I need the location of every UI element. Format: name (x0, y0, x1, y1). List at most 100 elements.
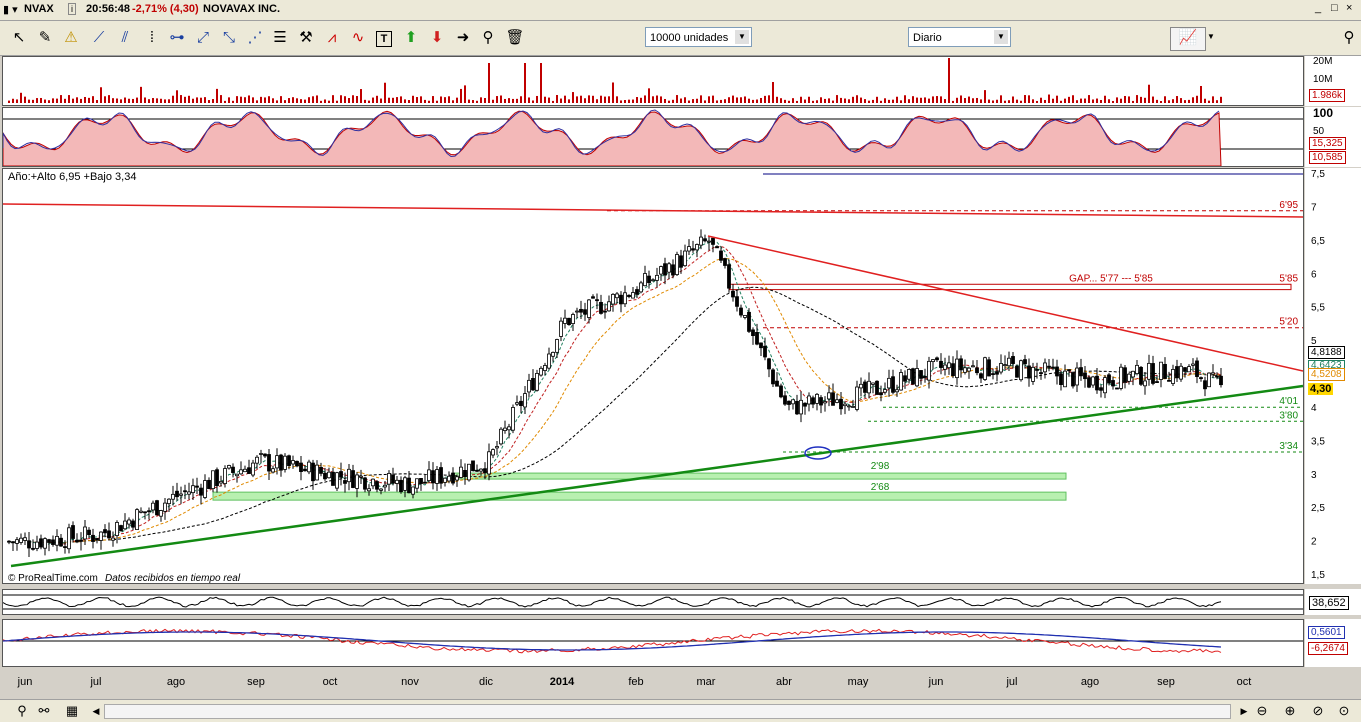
volume-bar (552, 100, 554, 103)
volume-bar (444, 97, 446, 103)
text-icon[interactable]: T (376, 31, 392, 47)
candle-body (291, 460, 295, 465)
volume-bar (988, 99, 990, 103)
price-panel[interactable]: 6'95 5'85 GAP... 5'77 --- 5'85 5'20 4'01 3'80… (2, 168, 1304, 584)
units-select[interactable]: 10000 unidades ▼ (645, 27, 752, 47)
zigzag-icon[interactable]: ⩘ (327, 29, 337, 46)
channel-icon[interactable]: ⤡ (222, 29, 235, 46)
period-select[interactable]: Diario ▼ (908, 27, 1011, 47)
symbol-label[interactable]: NVAX (24, 3, 54, 15)
volume-bar (424, 99, 426, 103)
candle-body (867, 380, 871, 394)
volume-bar (704, 100, 706, 103)
volume-bar (980, 99, 982, 103)
menu-icon[interactable]: ▮ ▾ (3, 4, 18, 16)
alarm-icon[interactable]: ⚠ (64, 29, 78, 46)
candle-body (539, 367, 543, 376)
volume-bar (884, 98, 886, 103)
chart-style-icon[interactable]: 📈 (1170, 27, 1206, 51)
volume-bar (124, 97, 126, 103)
volume-bar (548, 97, 550, 103)
wave-icon[interactable]: ∿ (351, 29, 365, 46)
time-axis-label: ago (167, 676, 185, 688)
scroll-left-icon[interactable]: ◀ (92, 706, 100, 716)
candle-body (227, 465, 231, 469)
horizontal-line-icon[interactable]: ⊶ (169, 29, 185, 46)
candle-body (671, 264, 675, 276)
candle-body (23, 537, 27, 541)
candle-body (19, 537, 23, 543)
volume-bar (832, 100, 834, 103)
candle-body (1127, 373, 1131, 382)
volume-bar (616, 96, 618, 103)
zoom-icon[interactable]: ⚲ (482, 29, 494, 46)
compare-icon[interactable]: ⚯ (38, 703, 50, 718)
line-icon[interactable]: ⟋ (93, 29, 105, 46)
search-icon[interactable]: ⚲ (17, 703, 27, 718)
candle-body (387, 473, 391, 485)
grid-icon[interactable]: ▦ (65, 703, 79, 718)
candle-body (95, 538, 99, 541)
info-icon[interactable]: i (68, 3, 76, 15)
fan-icon[interactable]: ⋰ (247, 29, 263, 46)
candle-body (247, 467, 251, 474)
volatility-panel[interactable] (2, 589, 1304, 615)
volume-bar (1024, 95, 1026, 103)
zoom-reset-icon[interactable]: ⊘ (1312, 703, 1324, 718)
volume-bar (792, 98, 794, 103)
stochastic-panel[interactable] (2, 107, 1304, 167)
zoom-fit-icon[interactable]: ⊙ (1338, 703, 1350, 718)
volume-bar (1172, 99, 1174, 103)
horizontal-scrollbar[interactable] (104, 704, 1231, 719)
volume-panel[interactable] (2, 56, 1304, 106)
zoom-in-icon[interactable]: ⊕ (1284, 703, 1296, 718)
candle-body (915, 368, 919, 387)
candle-body (575, 310, 579, 313)
volume-bar (788, 100, 790, 103)
candle-body (491, 449, 495, 456)
volume-bar (256, 100, 258, 103)
chevron-down-icon[interactable]: ▼ (1207, 32, 1215, 41)
ray-icon[interactable]: ⤢ (196, 29, 209, 46)
candle-body (527, 379, 531, 393)
price-axis-label: 7 (1311, 202, 1317, 213)
minimize-icon[interactable]: _ (1315, 2, 1322, 14)
candle-body (487, 451, 491, 475)
candle-body (99, 531, 103, 541)
close-icon[interactable]: × (1346, 2, 1353, 14)
volume-bar (212, 99, 214, 103)
candle-body (239, 469, 243, 475)
candle-body (39, 538, 43, 548)
volume-bar (472, 100, 474, 103)
candle-body (1219, 375, 1223, 386)
volume-bar (296, 98, 298, 103)
pointer-icon[interactable]: ↖ (12, 29, 26, 46)
tools-icon[interactable]: ⚒ (299, 29, 313, 46)
trash-icon[interactable]: 🗑 (505, 29, 525, 46)
candle-body (143, 511, 147, 514)
candle-body (1171, 369, 1175, 384)
candle-body (1207, 372, 1211, 388)
right-arrow-icon[interactable]: ➜ (456, 29, 470, 46)
candle-body (967, 367, 971, 372)
fibonacci-icon[interactable]: ☰ (273, 29, 287, 46)
volume-bar (464, 85, 466, 103)
footer-status: Datos recibidos en tiempo real (105, 573, 241, 583)
candle-body (71, 525, 75, 539)
zoom-icon[interactable]: ⚲ (1343, 29, 1355, 46)
buy-arrow-icon[interactable]: ⬆ (404, 29, 418, 46)
drawing-toolbar: ↖ ✎ ⚠ ⟋ ⫽ ⁞ ⊶ ⤢ ⤡ ⋰ ☰ ⚒ ⩘ ∿ T ⬆ ⬇ ➜ ⚲ 🗑 … (0, 21, 1361, 56)
candle-body (531, 378, 535, 391)
parallel-lines-icon[interactable]: ⫽ (121, 29, 129, 46)
vertical-line-icon[interactable]: ⁞ (149, 29, 155, 46)
sell-arrow-icon[interactable]: ⬇ (430, 29, 444, 46)
volume-bar (544, 96, 546, 103)
maximize-icon[interactable]: □ (1331, 2, 1338, 14)
scroll-right-icon[interactable]: ▶ (1240, 706, 1248, 716)
candle-body (771, 369, 775, 385)
ruler-icon[interactable]: ✎ (38, 29, 52, 46)
zoom-out-icon[interactable]: ⊖ (1256, 703, 1268, 718)
volume-bar (528, 97, 530, 103)
macd-panel[interactable] (2, 619, 1304, 667)
volume-bar (604, 96, 606, 103)
